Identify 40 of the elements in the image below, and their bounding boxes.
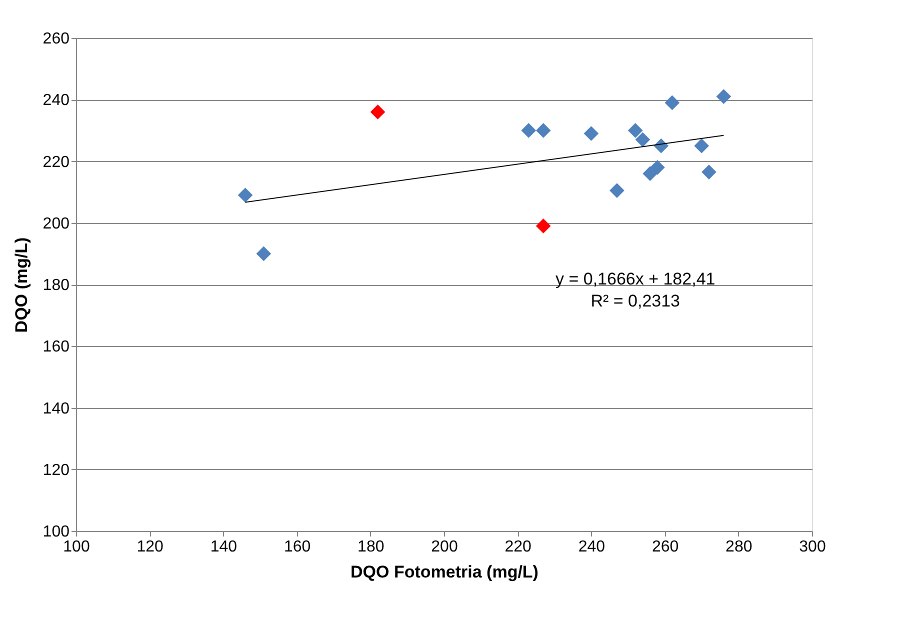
point — [650, 160, 665, 175]
y-tick-label: 100 — [42, 524, 70, 540]
x-tick-label: 140 — [210, 538, 238, 556]
point — [536, 218, 551, 234]
y-tick-label: 180 — [42, 277, 70, 294]
y-tick-label: 200 — [42, 215, 70, 232]
y-tick-label: 140 — [42, 400, 70, 418]
x-tick-label: 280 — [726, 538, 752, 556]
x-tick-label: 220 — [504, 538, 532, 556]
point — [521, 123, 536, 138]
x-tick-label: 300 — [799, 538, 826, 556]
point — [256, 246, 272, 262]
x-tick-label: 100 — [63, 538, 90, 556]
point — [536, 123, 551, 138]
annotation: R² = 0,2313 — [590, 292, 680, 311]
point — [238, 188, 253, 203]
annotation: y = 0,1666x + 182,41 — [555, 270, 716, 289]
y-tick-label: 260 — [42, 30, 70, 48]
point — [664, 95, 680, 110]
y-tick-label: 160 — [42, 338, 70, 356]
x-tick-label: 260 — [652, 538, 679, 556]
point — [694, 138, 710, 154]
point — [370, 104, 386, 120]
point — [584, 126, 599, 141]
point — [635, 132, 650, 148]
point — [610, 183, 624, 198]
point — [716, 89, 732, 104]
y-tick-label: 220 — [42, 154, 70, 171]
x-tick-label: 160 — [284, 538, 311, 556]
x-tick-label: 240 — [578, 538, 606, 556]
x-tick-label: 120 — [136, 538, 164, 556]
y-tick-label: 120 — [42, 462, 70, 479]
point — [628, 123, 643, 138]
y-axis-title: DQO (mg/L) — [12, 237, 31, 333]
point — [642, 166, 658, 181]
x-axis-title: DQO Fotometria (mg/L) — [350, 562, 538, 582]
x-tick-label: 200 — [431, 538, 458, 556]
point — [702, 164, 716, 180]
y-tick-label: 240 — [42, 92, 70, 110]
x-tick-label: 180 — [358, 538, 384, 556]
